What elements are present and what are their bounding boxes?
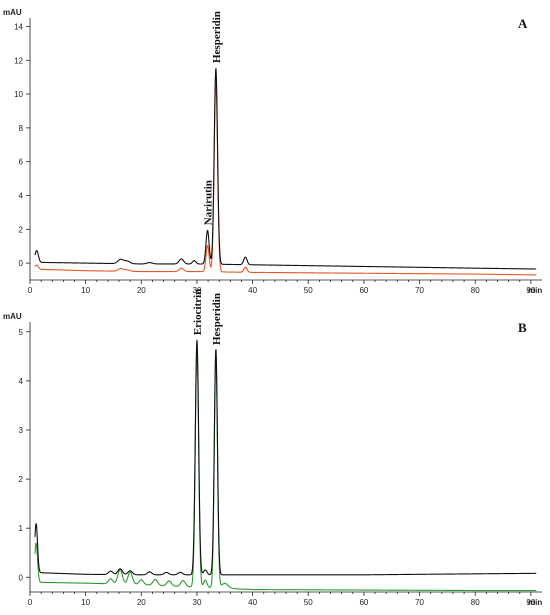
y-axis-unit-label: mAU [3,8,22,17]
x-tick-label: 80 [471,286,480,295]
y-tick-label: 0 [19,259,24,268]
x-tick-label: 10 [81,286,90,295]
y-tick-label: 10 [14,90,23,99]
chromatogram-trace [34,348,537,592]
y-tick-label: 4 [19,191,24,200]
x-tick-label: 50 [304,286,313,295]
x-tick-label: 70 [415,598,424,607]
x-tick-label: 90 [526,286,535,295]
y-tick-label: 14 [14,22,23,31]
chart-panel-a: 0 2 4 6 8 10 12 14 0 10 20 30 40 50 60 70 80 90 mAU min A Nar… [3,8,542,295]
x-tick-label: 20 [137,598,146,607]
peak-annotation: Eriocitrin [192,289,204,335]
x-tick-label: 30 [193,598,202,607]
y-tick-label: 5 [19,328,24,337]
y-tick-label: 0 [19,573,24,582]
y-tick-label: 3 [19,426,24,435]
peak-annotation: Narirutin [203,180,215,225]
y-tick-label: 8 [19,124,24,133]
peak-annotation: Hesperidin [211,11,223,63]
x-axis-unit-label: min [528,598,542,607]
x-tick-label: 30 [193,286,202,295]
x-tick-label: 50 [304,598,313,607]
x-tick-label: 40 [248,286,257,295]
x-tick-label: 20 [137,286,146,295]
x-tick-label: 80 [471,598,480,607]
x-tick-label: 60 [359,286,368,295]
y-tick-label: 6 [19,158,24,167]
chromatogram-trace [34,339,537,576]
x-tick-label: 90 [526,598,535,607]
panel-label: A [518,16,528,31]
x-axis-unit-label: min [528,286,542,295]
x-tick-label: 10 [81,598,90,607]
y-tick-label: 2 [19,475,24,484]
peak-annotation: Hesperidin [211,293,223,345]
x-tick-label: 60 [359,598,368,607]
y-tick-label: 1 [19,524,24,533]
x-tick-label: 0 [28,598,33,607]
y-tick-label: 12 [14,56,23,65]
y-tick-label: 4 [19,377,24,386]
y-axis-unit-label: mAU [3,312,22,321]
chromatogram-trace [34,68,537,270]
x-tick-label: 70 [415,286,424,295]
panel-label: B [518,320,527,335]
x-tick-label: 40 [248,598,257,607]
y-tick-label: 2 [19,225,24,234]
chromatogram-trace [34,80,537,276]
x-tick-label: 0 [28,286,33,295]
